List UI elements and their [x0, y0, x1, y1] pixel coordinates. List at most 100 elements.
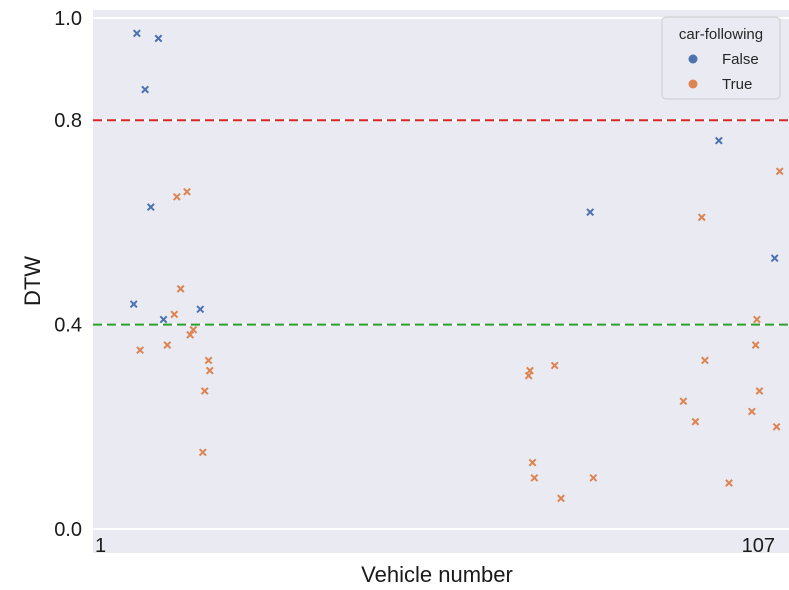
- data-point-true: [172, 192, 181, 201]
- y-tick-label: 0.4: [54, 315, 82, 337]
- data-point-true: [189, 325, 198, 334]
- data-point-true: [186, 330, 195, 339]
- data-point-stroke: [154, 34, 163, 43]
- data-point-stroke: [146, 203, 155, 211]
- data-point-stroke: [159, 315, 168, 324]
- data-point-stroke: [189, 325, 198, 334]
- data-point-stroke: [753, 315, 761, 324]
- y-tick-labels: 0.0 0.4 0.8 1.0: [54, 8, 82, 541]
- data-point-true: [530, 473, 539, 482]
- y-tick-label: 0.8: [54, 110, 82, 132]
- y-axis-label: DTW: [20, 256, 45, 306]
- data-point-stroke: [170, 310, 179, 319]
- data-points: [129, 29, 784, 503]
- data-point-true: [755, 387, 764, 395]
- data-point-stroke: [524, 371, 533, 380]
- data-point-stroke: [196, 305, 205, 314]
- data-point-false: [141, 85, 150, 94]
- data-point-true: [753, 315, 761, 324]
- legend-marker-false: [688, 54, 698, 64]
- data-point-stroke: [204, 356, 213, 365]
- reference-lines: [93, 119, 789, 326]
- data-point-stroke: [586, 208, 595, 217]
- data-point-stroke: [141, 85, 150, 94]
- data-point-stroke: [679, 397, 688, 406]
- data-point-stroke: [198, 448, 207, 457]
- data-point-false: [586, 208, 595, 217]
- legend-box: [661, 16, 781, 100]
- data-point-true: [550, 361, 559, 370]
- data-point-stroke: [770, 254, 779, 263]
- data-point-true: [205, 366, 214, 375]
- data-point-stroke: [530, 473, 539, 482]
- x-tick-labels: 1 107: [95, 535, 775, 557]
- data-point-true: [679, 397, 688, 406]
- data-point-false: [770, 254, 779, 263]
- data-point-true: [701, 356, 709, 365]
- plot-area: [93, 10, 789, 553]
- data-point-stroke: [701, 356, 709, 365]
- data-point-stroke: [528, 458, 537, 467]
- data-point-true: [691, 417, 700, 426]
- data-point-true: [725, 479, 733, 487]
- data-point-stroke: [176, 284, 185, 293]
- legend: car-following False True: [661, 16, 781, 100]
- legend-marker-true: [688, 79, 698, 89]
- y-tick-label: 0.0: [54, 519, 82, 541]
- data-point-stroke: [775, 167, 784, 176]
- data-point-false: [196, 305, 205, 314]
- data-point-true: [775, 167, 784, 176]
- data-point-stroke: [550, 361, 559, 370]
- data-point-stroke: [747, 407, 756, 416]
- data-point-stroke: [751, 341, 760, 349]
- x-axis-label: Vehicle number: [361, 562, 513, 587]
- data-point-true: [528, 458, 537, 467]
- data-point-true: [183, 187, 191, 196]
- data-point-false: [154, 34, 163, 43]
- legend-entry-false: False: [722, 51, 759, 68]
- legend-entry-true: True: [722, 76, 752, 93]
- data-point-stroke: [772, 422, 781, 431]
- data-point-stroke: [172, 192, 181, 201]
- data-point-stroke: [205, 366, 214, 375]
- data-point-true: [204, 356, 213, 365]
- legend-title: car-following: [679, 26, 763, 43]
- data-point-false: [146, 203, 155, 211]
- data-point-true: [163, 341, 172, 349]
- data-point-stroke: [163, 341, 172, 349]
- data-point-true: [589, 473, 598, 482]
- data-point-stroke: [200, 387, 209, 395]
- data-point-true: [747, 407, 756, 416]
- data-point-true: [526, 366, 534, 375]
- data-point-false: [132, 29, 141, 38]
- x-tick-label: 1: [95, 535, 106, 557]
- data-point-false: [714, 136, 723, 145]
- data-point-true: [557, 494, 565, 503]
- data-point-true: [751, 341, 760, 349]
- data-point-true: [198, 448, 207, 457]
- data-point-false: [129, 300, 138, 309]
- data-point-stroke: [691, 417, 700, 426]
- data-point-stroke: [526, 366, 534, 375]
- data-point-true: [697, 213, 706, 222]
- data-point-true: [176, 284, 185, 293]
- data-point-true: [772, 422, 781, 431]
- data-point-true: [136, 346, 144, 355]
- data-point-stroke: [183, 187, 191, 196]
- data-point-stroke: [136, 346, 144, 355]
- data-point-stroke: [755, 387, 764, 395]
- x-tick-label: 107: [742, 535, 775, 557]
- y-tick-label: 1.0: [54, 8, 82, 30]
- data-point-stroke: [557, 494, 565, 503]
- data-point-stroke: [714, 136, 723, 145]
- data-point-stroke: [697, 213, 706, 222]
- data-point-stroke: [129, 300, 138, 309]
- data-point-stroke: [132, 29, 141, 38]
- data-point-true: [200, 387, 209, 395]
- data-point-stroke: [589, 473, 598, 482]
- data-point-stroke: [186, 330, 195, 339]
- data-point-stroke: [725, 479, 733, 487]
- data-point-true: [170, 310, 179, 319]
- data-point-false: [159, 315, 168, 324]
